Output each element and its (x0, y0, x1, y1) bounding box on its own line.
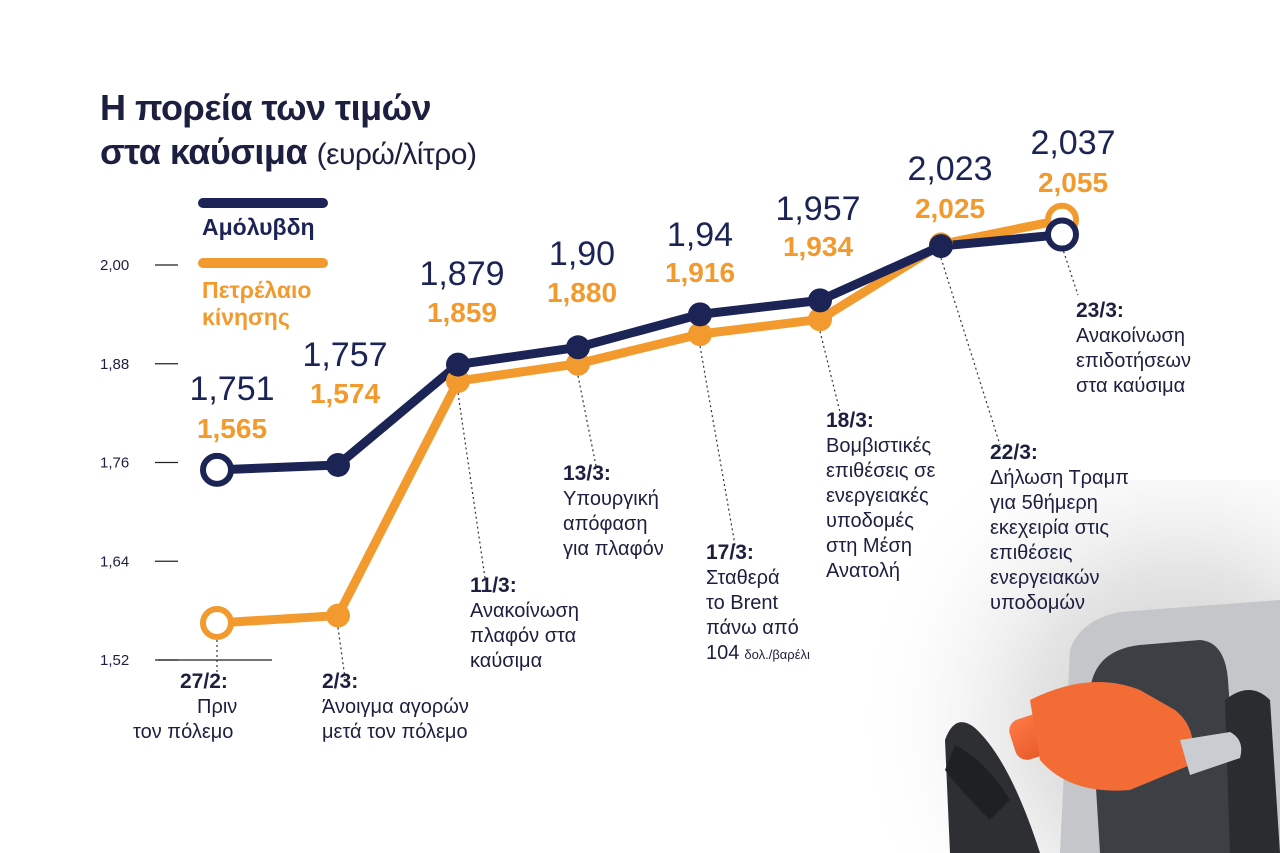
data-point-unleaded (688, 302, 712, 327)
annotation-date: 27/2: (180, 670, 228, 693)
data-point-diesel (688, 322, 712, 347)
annotation-text: Πριν (197, 696, 237, 718)
value-label-unleaded: 1,94 (667, 216, 733, 254)
value-label-diesel: 1,880 (547, 277, 617, 308)
data-point-unleaded (326, 452, 350, 477)
annotation-text: ενεργειακές (826, 485, 929, 507)
value-label-diesel: 2,025 (915, 193, 985, 224)
annotation-text: Βομβιστικές (826, 435, 932, 457)
data-point-diesel (446, 369, 470, 394)
annotation-leader-line (577, 375, 597, 467)
annotation-text: επιθέσεις σε (826, 460, 935, 482)
annotation-text: Ανατολή (826, 560, 900, 582)
annotation-date: 2/3: (322, 670, 358, 693)
y-tick-label: 1,76 (100, 455, 129, 472)
data-point-diesel (326, 603, 350, 628)
value-label-unleaded: 2,023 (907, 150, 992, 188)
annotation-leader-line (819, 331, 841, 413)
annotation-text: για 5θήμερη (990, 492, 1098, 514)
annotation-text: πάνω από (706, 617, 799, 639)
annotation-text: απόφαση (563, 513, 647, 535)
value-label-unleaded: 1,90 (549, 235, 615, 273)
y-tick-label: 1,64 (100, 553, 129, 570)
annotation-text: Άνοιγμα αγορών (322, 696, 469, 718)
annotation-text: το Brent (706, 592, 779, 614)
data-point-unleaded (1045, 217, 1079, 252)
value-label-diesel: 1,916 (665, 257, 735, 288)
annotation-leader-line (699, 346, 736, 546)
value-label-diesel: 1,934 (783, 231, 853, 262)
value-label-unleaded: 1,757 (302, 336, 387, 374)
value-label-unleaded: 1,957 (775, 190, 860, 228)
chart-title-line1: Η πορεία των τιμών (100, 87, 432, 128)
annotation-text: 104 δολ./βαρέλι (706, 642, 810, 664)
annotation-leader-line (1061, 246, 1079, 296)
annotation-date: 22/3: (990, 441, 1038, 464)
annotation-text: εκεχειρία στις (990, 517, 1109, 539)
value-label-unleaded: 1,879 (419, 255, 504, 293)
annotation-text: Υπουργική (563, 488, 659, 510)
legend-label-diesel-line2: κίνησης (202, 304, 290, 330)
value-label-unleaded: 2,037 (1030, 124, 1115, 162)
annotation-text: τον πόλεμο (133, 721, 233, 743)
y-tick-label: 2,00 (100, 257, 129, 274)
value-label-diesel: 1,574 (310, 378, 380, 409)
legend-swatch-unleaded (198, 198, 328, 208)
y-tick-label: 1,88 (100, 356, 129, 373)
value-label-diesel: 1,565 (197, 413, 267, 444)
series-line-unleaded (212, 230, 1067, 475)
annotation-text: Σταθερά (706, 567, 780, 589)
annotation-text: επιδοτήσεων (1076, 350, 1191, 372)
annotation-text: υποδομές (826, 510, 914, 532)
data-point-unleaded (808, 288, 832, 313)
annotation-date: 13/3: (563, 462, 611, 485)
annotation-text: υποδομών (990, 592, 1085, 614)
annotation-date: 17/3: (706, 541, 754, 564)
series-line-diesel (212, 215, 1067, 628)
annotation-text: Δήλωση Τραμπ (990, 467, 1129, 489)
value-label-diesel: 1,859 (427, 297, 497, 328)
annotation-text: στα καύσιμα (1076, 375, 1185, 397)
chart-title-unit: (ευρώ/λίτρο) (316, 138, 477, 171)
data-point-unleaded (446, 352, 470, 377)
annotation-text: μετά τον πόλεμο (322, 721, 468, 743)
annotation-text: καύσιμα (470, 650, 542, 672)
data-point-unleaded (929, 234, 953, 259)
chart-title: Η πορεία των τιμών στα καύσιμα (ευρώ/λίτ… (100, 86, 477, 177)
data-point-diesel (200, 605, 234, 640)
data-point-unleaded (200, 452, 234, 487)
annotation-text: πλαφόν στα (470, 625, 576, 647)
y-tick-label: 1,52 (100, 652, 129, 669)
annotation-date: 18/3: (826, 409, 874, 432)
legend-swatch-diesel (198, 258, 328, 268)
legend-label-diesel-line1: Πετρέλαιο (202, 277, 312, 303)
value-label-diesel: 2,055 (1038, 167, 1108, 198)
annotation-text: επιθέσεις (990, 542, 1073, 564)
data-point-diesel (808, 307, 832, 332)
annotation-text: Ανακοίνωση (1076, 325, 1185, 347)
chart-title-line2: στα καύσιμα (100, 131, 308, 172)
annotation-date: 11/3: (470, 574, 517, 597)
annotation-text: στη Μέση (826, 535, 912, 557)
annotation-leader-line (457, 392, 486, 579)
annotation-leader-line (940, 257, 1001, 446)
annotation-text: Ανακοίνωση (470, 600, 579, 622)
annotation-text: για πλαφόν (563, 538, 664, 560)
annotation-date: 23/3: (1076, 299, 1124, 322)
annotation-unit-text: δολ./βαρέλι (744, 647, 810, 662)
legend-label-unleaded: Αμόλυβδη (202, 214, 315, 240)
legend-label-diesel: Πετρέλαιο κίνησης (202, 277, 312, 331)
annotation-leader-line (337, 627, 346, 679)
annotation-text: ενεργειακών (990, 567, 1100, 589)
value-label-unleaded: 1,751 (189, 370, 274, 408)
data-point-unleaded (566, 335, 590, 360)
data-point-diesel (566, 351, 590, 376)
